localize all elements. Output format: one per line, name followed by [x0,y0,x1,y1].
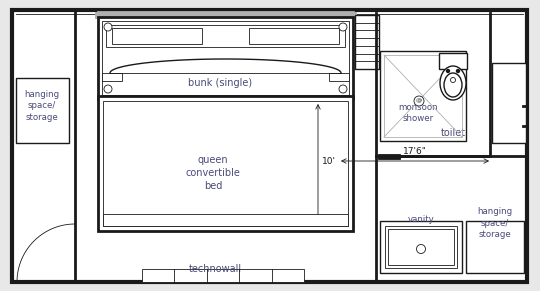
Text: 10': 10' [322,157,336,166]
Bar [329,73,349,81]
Text: hanging
space/
storage: hanging space/ storage [477,207,512,239]
Bar [102,21,349,95]
Bar [103,214,348,226]
Text: toilet: toilet [441,128,465,138]
Bar [106,25,345,47]
Circle shape [104,85,112,93]
Circle shape [416,244,426,253]
Text: suspended
bunk (single): suspended bunk (single) [188,64,252,88]
Bar [98,96,353,231]
Bar [112,28,202,44]
Text: @: @ [416,98,422,104]
Bar [102,73,122,81]
Text: queen
convertible
bed: queen convertible bed [186,155,240,191]
Bar [388,229,454,265]
Text: monsoon
shower: monsoon shower [398,103,438,123]
Bar [439,53,467,69]
Bar [380,51,466,141]
Bar [385,226,457,268]
Ellipse shape [440,66,466,100]
Bar [142,269,304,282]
Bar [378,154,400,159]
Circle shape [456,70,460,72]
Bar [466,221,524,273]
Circle shape [414,96,424,106]
Circle shape [339,23,347,31]
Bar [98,17,353,99]
Circle shape [447,70,449,72]
Bar [380,221,462,273]
Ellipse shape [444,73,462,97]
Circle shape [339,85,347,93]
Circle shape [104,23,112,31]
Bar [249,28,339,44]
Text: technowall: technowall [188,264,241,274]
Bar [103,101,348,226]
Polygon shape [110,59,341,73]
Bar [492,63,526,143]
Circle shape [450,77,456,83]
Text: hanging
space/
storage: hanging space/ storage [24,90,59,122]
Bar [355,15,379,69]
Text: vanity: vanity [408,214,434,223]
Bar [384,55,462,137]
Bar [16,78,69,143]
Text: 17'6": 17'6" [403,147,427,156]
